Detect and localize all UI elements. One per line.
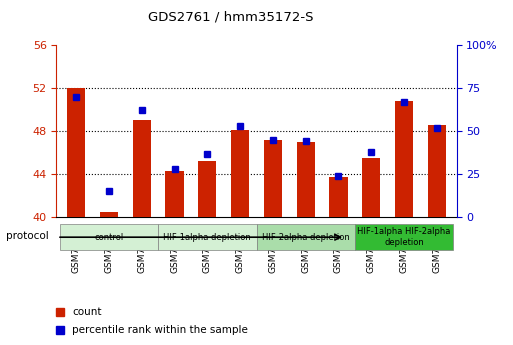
FancyBboxPatch shape <box>60 224 158 250</box>
Bar <box>264 140 282 217</box>
Bar <box>231 130 249 217</box>
Bar <box>199 161 216 217</box>
FancyBboxPatch shape <box>158 224 256 250</box>
Text: HIF-2alpha depletion: HIF-2alpha depletion <box>262 233 349 242</box>
Bar <box>297 142 314 217</box>
Bar <box>395 101 413 217</box>
Text: protocol: protocol <box>6 231 49 241</box>
Text: HIF-1alpha depletion: HIF-1alpha depletion <box>164 233 251 242</box>
Text: control: control <box>94 233 124 242</box>
Bar <box>67 88 85 217</box>
Text: GDS2761 / hmm35172-S: GDS2761 / hmm35172-S <box>148 10 313 23</box>
Bar <box>133 120 151 217</box>
Bar <box>166 171 184 217</box>
Text: HIF-1alpha HIF-2alpha
depletion: HIF-1alpha HIF-2alpha depletion <box>358 227 451 247</box>
Bar <box>100 212 118 217</box>
Bar <box>362 158 380 217</box>
FancyBboxPatch shape <box>355 224 453 250</box>
Bar <box>329 177 347 217</box>
Bar <box>428 125 446 217</box>
Text: percentile rank within the sample: percentile rank within the sample <box>72 325 248 335</box>
FancyBboxPatch shape <box>256 224 355 250</box>
Text: count: count <box>72 307 102 317</box>
